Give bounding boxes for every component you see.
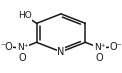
Text: O: O xyxy=(19,53,26,63)
Text: HO: HO xyxy=(18,11,32,20)
Text: N: N xyxy=(57,47,65,57)
Text: ⁻O: ⁻O xyxy=(0,42,13,52)
Text: N⁺: N⁺ xyxy=(17,43,28,52)
Text: O⁻: O⁻ xyxy=(109,42,122,52)
Text: O: O xyxy=(96,53,103,63)
Text: N⁺: N⁺ xyxy=(94,43,105,52)
